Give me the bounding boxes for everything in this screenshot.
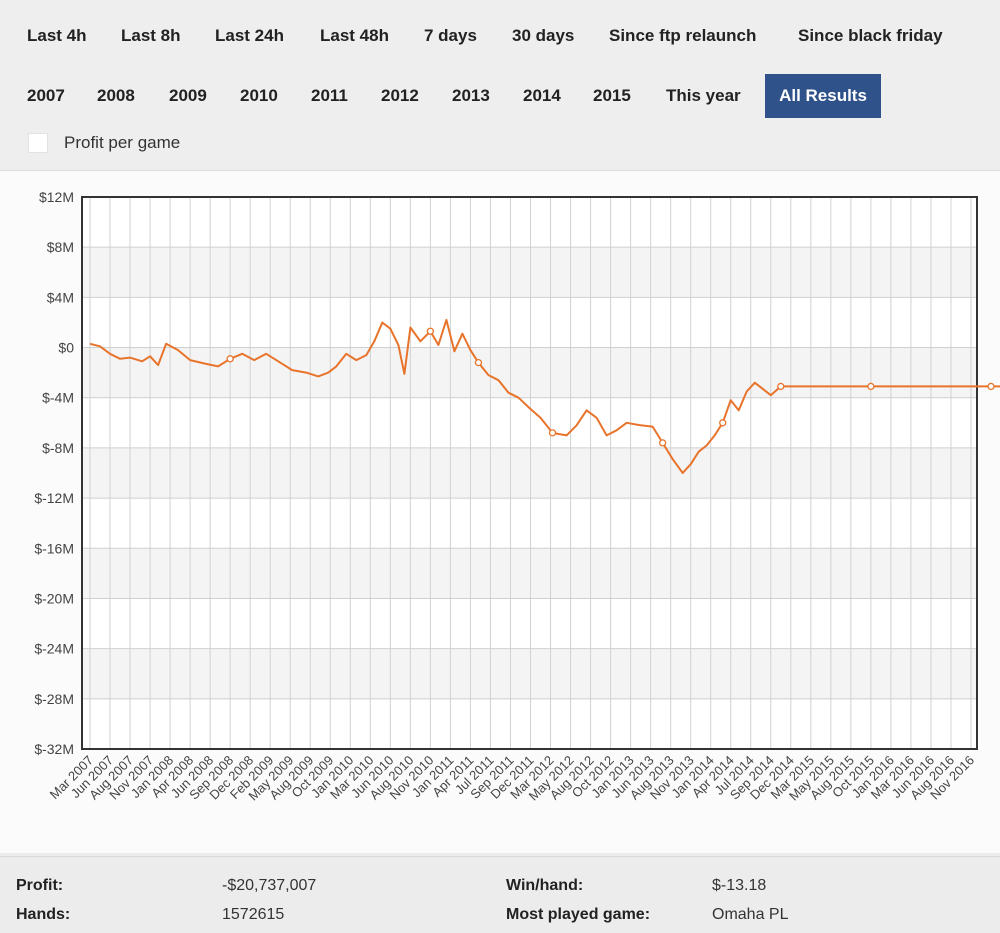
y-tick-label: $0 xyxy=(58,340,74,356)
profit-line-chart: $12M $8M $4M $0 $-4M $-8M $-12M $-16M $-20M $-24M… xyxy=(34,189,1000,803)
filter-30-days[interactable]: 30 days xyxy=(512,26,575,45)
profit-per-game-label: Profit per game xyxy=(64,133,181,152)
filter-2015[interactable]: 2015 xyxy=(593,86,631,105)
filter-last-48h[interactable]: Last 48h xyxy=(320,26,389,45)
y-tick-label: $4M xyxy=(47,289,74,305)
data-point xyxy=(226,355,234,363)
filter-2011[interactable]: 2011 xyxy=(311,86,348,105)
win-per-hand-value: $-13.18 xyxy=(712,877,767,894)
filter-since-black-friday[interactable]: Since black friday xyxy=(798,26,943,45)
filter-2013[interactable]: 2013 xyxy=(452,86,490,105)
y-tick-label: $-12M xyxy=(34,490,74,506)
data-point xyxy=(719,419,727,427)
y-tick-label: $12M xyxy=(39,189,74,205)
filter-last-4h[interactable]: Last 4h xyxy=(27,26,87,45)
data-point xyxy=(777,382,785,391)
y-tick-label: $-24M xyxy=(34,641,74,657)
filter-2009[interactable]: 2009 xyxy=(169,86,207,105)
y-tick-label: $-16M xyxy=(34,540,74,556)
y-tick-label: $-20M xyxy=(34,590,74,606)
win-per-hand-label: Win/hand: xyxy=(506,877,584,894)
filter-2007[interactable]: 2007 xyxy=(27,86,65,105)
filter-last-8h[interactable]: Last 8h xyxy=(121,26,181,45)
stats-panel: Profit: -$20,737,007 Hands: 1572615 Win/… xyxy=(0,856,1000,933)
y-tick-label: $-8M xyxy=(42,440,74,456)
y-tick-label: $-28M xyxy=(34,691,74,707)
most-played-game-label: Most played game: xyxy=(506,906,651,923)
y-tick-label: $8M xyxy=(47,239,74,255)
profit-value: -$20,737,007 xyxy=(222,877,317,894)
data-point xyxy=(659,439,667,447)
filter-2008[interactable]: 2008 xyxy=(97,86,135,105)
filter-since-ftp-relaunch[interactable]: Since ftp relaunch xyxy=(609,26,757,45)
grid-band xyxy=(82,247,977,298)
grid-band xyxy=(82,548,977,599)
hands-label: Hands: xyxy=(16,906,71,923)
filter-2010[interactable]: 2010 xyxy=(240,86,278,105)
filter-bar: Last 4h Last 8h Last 24h Last 48h 7 days 30 d… xyxy=(0,0,1000,171)
hands-value: 1572615 xyxy=(222,906,285,923)
most-played-game-value: Omaha PL xyxy=(712,906,789,923)
grid-band xyxy=(82,347,977,398)
filter-7-days[interactable]: 7 days xyxy=(424,26,477,45)
y-tick-label: $-4M xyxy=(42,390,74,406)
filter-2012[interactable]: 2012 xyxy=(381,86,419,105)
grid-band xyxy=(82,447,977,499)
chart-panel: $12M $8M $4M $0 $-4M $-8M $-12M $-16M $-20M $-24M… xyxy=(0,171,1000,853)
filter-all-results[interactable]: All Results xyxy=(765,74,881,118)
profit-series-line xyxy=(89,318,1000,474)
filter-last-24h[interactable]: Last 24h xyxy=(215,26,284,45)
data-point xyxy=(987,382,995,391)
grid-band xyxy=(82,648,977,699)
filter-2014[interactable]: 2014 xyxy=(523,86,561,105)
filter-this-year[interactable]: This year xyxy=(666,86,741,105)
data-point xyxy=(426,327,435,335)
data-point xyxy=(474,358,483,367)
y-tick-label: $-32M xyxy=(34,741,74,757)
plot-frame xyxy=(81,196,978,750)
data-point xyxy=(867,382,875,391)
data-point xyxy=(548,429,557,437)
profit-per-game-checkbox[interactable] xyxy=(28,133,48,153)
profit-label: Profit: xyxy=(16,877,64,894)
